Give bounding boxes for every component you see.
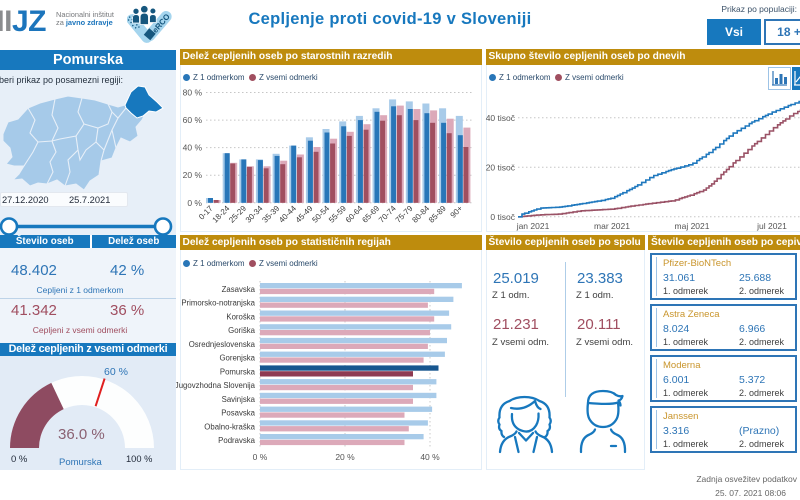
svg-text:Pomurska: Pomurska: [220, 367, 256, 376]
svg-text:0 %: 0 %: [253, 452, 268, 462]
svg-text:60 %: 60 %: [183, 115, 203, 125]
svg-text:Podravska: Podravska: [218, 436, 256, 445]
svg-text:20 %: 20 %: [335, 452, 355, 462]
svg-text:40 %: 40 %: [183, 143, 203, 153]
svg-text:Jugovzhodna Slovenija: Jugovzhodna Slovenija: [176, 381, 256, 390]
svg-text:Koroška: Koroška: [226, 313, 255, 322]
svg-text:Zasavska: Zasavska: [222, 285, 256, 294]
svg-text:Savinjska: Savinjska: [222, 395, 256, 404]
svg-text:Goriška: Goriška: [228, 326, 256, 335]
svg-text:Posavska: Posavska: [221, 409, 255, 418]
svg-text:40 tisoč: 40 tisoč: [486, 113, 516, 123]
svg-text:jul 2021: jul 2021: [756, 221, 787, 231]
svg-text:jan 2021: jan 2021: [516, 221, 550, 231]
svg-text:40 %: 40 %: [420, 452, 440, 462]
svg-text:mar 2021: mar 2021: [594, 221, 630, 231]
svg-text:20 %: 20 %: [183, 170, 203, 180]
svg-text:Gorenjska: Gorenjska: [219, 354, 255, 363]
svg-text:maj 2021: maj 2021: [675, 221, 710, 231]
svg-text:0 %: 0 %: [187, 198, 202, 208]
svg-text:0 tisoč: 0 tisoč: [490, 212, 515, 222]
svg-text:Primorsko-notranjska: Primorsko-notranjska: [181, 299, 255, 308]
svg-text:80 %: 80 %: [183, 88, 203, 98]
svg-text:Osrednjeslovenska: Osrednjeslovenska: [189, 340, 256, 349]
svg-text:20 tisoč: 20 tisoč: [486, 162, 516, 172]
svg-text:Obalno-kraška: Obalno-kraška: [204, 422, 255, 431]
